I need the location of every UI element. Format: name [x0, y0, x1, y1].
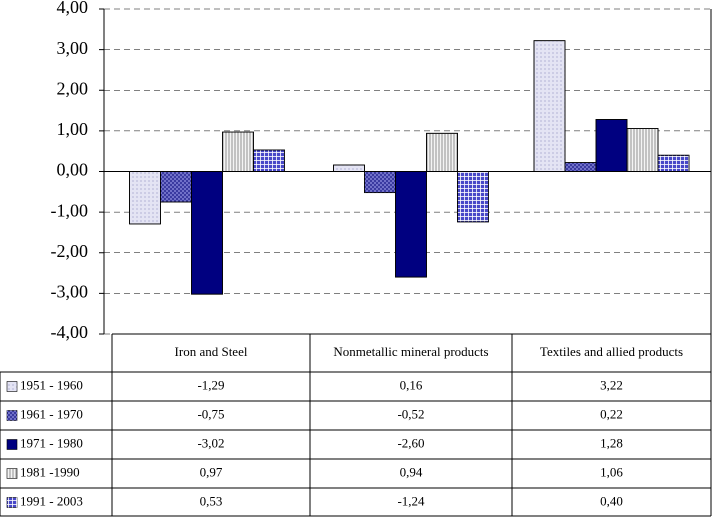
table-value: 0,16: [400, 377, 423, 392]
bar-pattern: [395, 171, 427, 278]
table-value: -1,24: [397, 493, 425, 508]
bar-pattern: [626, 128, 659, 172]
legend-swatch-pattern: [7, 439, 17, 450]
bar-pattern: [129, 171, 161, 225]
table-value: 0,22: [600, 406, 623, 421]
x-tick-label: Iron and Steel: [175, 344, 248, 359]
table-value: -3,02: [197, 435, 224, 450]
legend-label: 1951 - 1960: [20, 377, 83, 392]
y-tick-label: -4,00: [51, 322, 89, 342]
bar-pattern: [333, 164, 365, 172]
legend-swatch-pattern: [7, 468, 17, 479]
table-value: 3,22: [600, 377, 623, 392]
bar-pattern: [364, 171, 396, 194]
y-tick-label: 3,00: [57, 38, 89, 58]
bar-pattern: [426, 132, 458, 172]
bar-pattern: [657, 154, 690, 172]
table-value: -2,60: [397, 435, 424, 450]
y-tick-label: -3,00: [51, 282, 89, 302]
table-value: 0,40: [600, 493, 623, 508]
legend-label: 1961 - 1970: [20, 406, 83, 421]
legend-label: 1991 - 2003: [20, 493, 83, 508]
bar-pattern: [160, 171, 192, 203]
bar-pattern: [595, 119, 628, 172]
table-value: -0,52: [397, 406, 424, 421]
bar-pattern: [533, 40, 566, 172]
y-tick-label: 4,00: [57, 0, 89, 17]
table-value: 0,94: [400, 464, 423, 479]
bar-pattern: [191, 171, 223, 295]
legend-label: 1971 - 1980: [20, 435, 83, 450]
bar-pattern: [222, 131, 254, 172]
x-tick-label: Textiles and allied products: [540, 344, 683, 359]
table-value: -1,29: [197, 377, 224, 392]
table-value: 1,28: [600, 435, 623, 450]
bar-pattern: [564, 162, 597, 172]
table-value: 0,97: [200, 464, 223, 479]
legend-swatch-pattern: [7, 497, 17, 508]
y-tick-label: 2,00: [57, 78, 89, 98]
legend-swatch-pattern: [7, 381, 17, 392]
bar-pattern: [457, 171, 489, 223]
table-value: 0,53: [200, 493, 223, 508]
table-value: -0,75: [197, 406, 224, 421]
bar-pattern: [253, 149, 285, 172]
y-tick-label: 0,00: [57, 160, 89, 180]
table-value: 1,06: [600, 464, 623, 479]
legend-swatch-pattern: [7, 410, 17, 421]
legend-label: 1981 -1990: [20, 464, 80, 479]
y-tick-label: -1,00: [51, 200, 89, 220]
y-tick-label: -2,00: [51, 241, 89, 261]
y-tick-label: 1,00: [57, 119, 89, 139]
x-tick-label: Nonmetallic mineral products: [333, 344, 488, 359]
